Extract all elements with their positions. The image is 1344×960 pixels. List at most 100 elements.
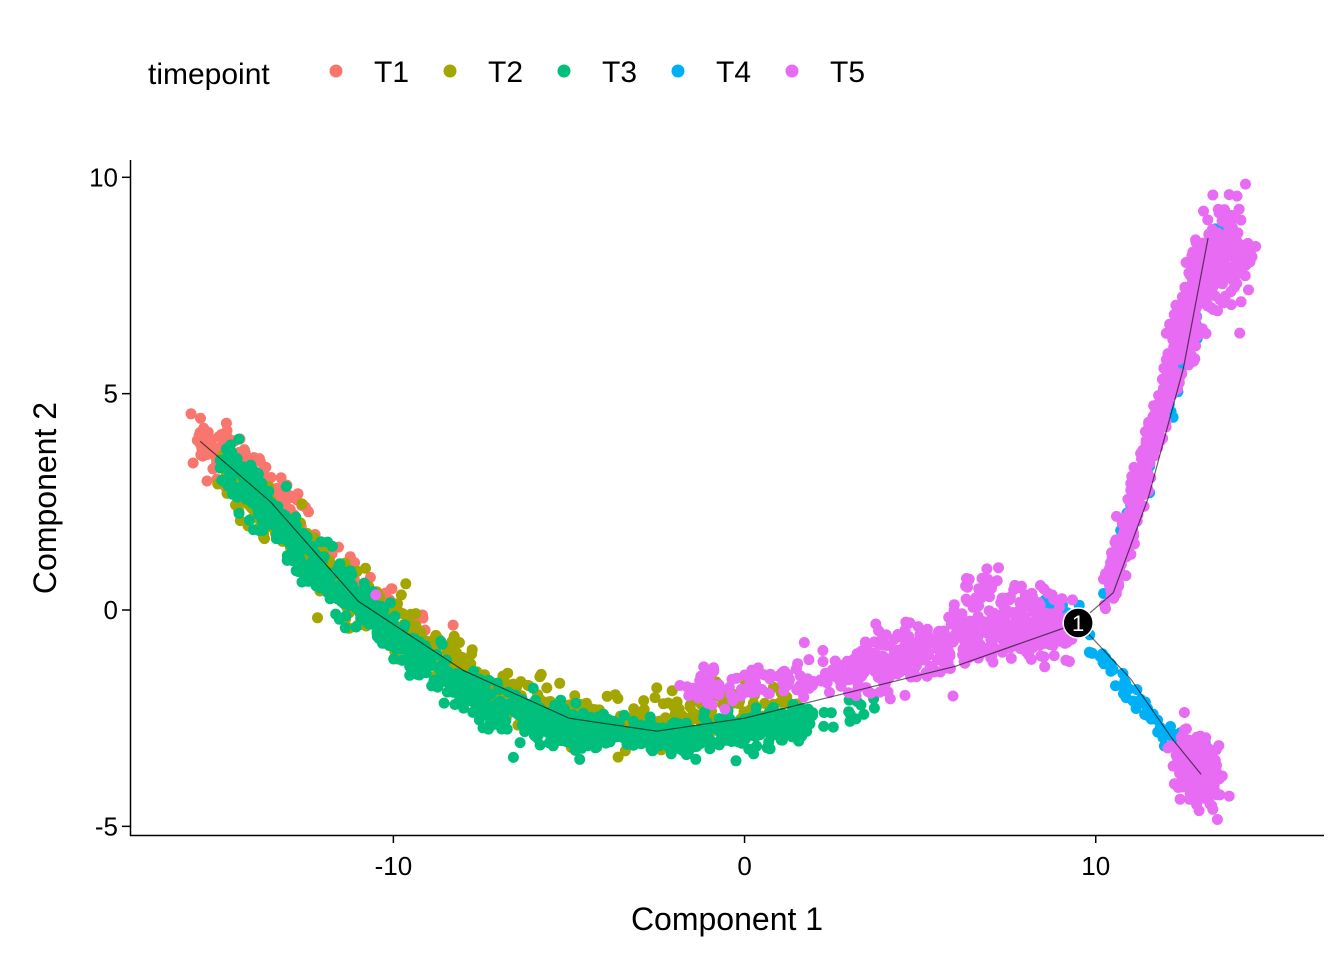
point-t5 <box>878 676 890 688</box>
point-t2 <box>541 682 553 694</box>
point-t5 <box>1233 203 1245 215</box>
point-t3 <box>655 734 667 746</box>
point-t3 <box>233 507 245 519</box>
point-t3 <box>307 574 319 586</box>
point-t5 <box>1049 614 1061 626</box>
point-t3 <box>618 709 630 721</box>
point-t5 <box>1215 276 1227 287</box>
point-t3 <box>763 736 775 748</box>
point-t5 <box>1067 594 1078 606</box>
point-t5 <box>1143 419 1155 430</box>
point-t5 <box>817 656 829 667</box>
point-t5 <box>1190 234 1202 246</box>
point-t5 <box>1188 355 1200 367</box>
point-t3 <box>807 707 819 719</box>
point-t2 <box>448 630 460 642</box>
point-t3 <box>377 630 389 642</box>
point-t5 <box>1232 267 1244 279</box>
x-tick-label: 10 <box>1081 851 1110 881</box>
point-t3 <box>305 560 317 572</box>
point-t3 <box>498 713 510 725</box>
point-t5 <box>1186 308 1198 320</box>
point-t5 <box>1235 296 1247 308</box>
point-t5 <box>1135 484 1146 495</box>
point-t5 <box>703 690 715 702</box>
point-t3 <box>599 731 611 743</box>
point-t5 <box>1224 231 1236 242</box>
point-t3 <box>263 515 275 527</box>
legend-label-t4: T4 <box>716 56 751 89</box>
point-t3 <box>410 657 422 669</box>
point-t5 <box>1182 739 1194 751</box>
point-t5 <box>752 662 764 674</box>
point-t5 <box>1035 650 1047 662</box>
x-tick-label: 0 <box>737 851 751 881</box>
point-t5 <box>996 646 1008 658</box>
x-tick-label: -10 <box>375 851 413 881</box>
point-t5 <box>1205 302 1217 314</box>
point-t3 <box>396 654 408 666</box>
point-t5 <box>1240 178 1251 190</box>
point-t3 <box>322 587 333 598</box>
point-t3 <box>339 622 351 634</box>
trajectory-line <box>199 440 1079 732</box>
point-t3 <box>780 720 792 732</box>
point-t1 <box>198 422 210 434</box>
point-t5 <box>1001 605 1013 617</box>
point-t3 <box>527 682 539 694</box>
point-t5 <box>1138 500 1150 512</box>
point-t5 <box>1202 255 1214 267</box>
point-t5 <box>988 607 1000 619</box>
point-t3 <box>545 729 557 741</box>
point-t5 <box>776 667 788 679</box>
point-t5 <box>916 638 928 650</box>
point-t5 <box>909 659 921 671</box>
point-t3 <box>248 524 259 536</box>
point-t3 <box>407 634 419 645</box>
point-t5 <box>891 668 903 680</box>
point-t3 <box>346 569 358 580</box>
point-t5 <box>794 680 806 692</box>
point-t4 <box>1110 680 1121 692</box>
point-t5 <box>1025 653 1037 665</box>
point-t5 <box>1158 415 1170 427</box>
point-t5 <box>763 688 775 700</box>
point-t5 <box>996 592 1008 604</box>
ticks: -10 0 10 -5 0 5 10 <box>89 162 1110 881</box>
point-t3 <box>566 724 578 736</box>
point-t2 <box>405 608 417 620</box>
legend-key-t1 <box>329 64 343 78</box>
point-t2 <box>638 703 650 715</box>
trajectory-line <box>1077 622 1202 775</box>
point-t5 <box>1053 601 1065 613</box>
point-t5 <box>1211 814 1223 825</box>
point-t5 <box>958 632 970 644</box>
point-t3 <box>691 740 703 752</box>
point-t2 <box>666 685 678 697</box>
point-t5 <box>993 562 1004 574</box>
point-t5 <box>1194 731 1206 742</box>
trajectory-layer: 1 <box>199 237 1209 775</box>
legend-title: timepoint <box>148 58 270 91</box>
point-t5 <box>1007 635 1019 647</box>
point-t2 <box>609 689 621 701</box>
point-t5 <box>708 662 720 674</box>
point-t3 <box>236 468 248 480</box>
point-t5 <box>1188 293 1200 305</box>
point-t5 <box>1126 499 1138 511</box>
point-t5 <box>899 689 911 701</box>
point-t5 <box>688 682 699 694</box>
point-t5 <box>1008 584 1020 596</box>
point-t5 <box>1184 767 1196 779</box>
point-t3 <box>713 736 724 748</box>
point-t3 <box>334 558 346 570</box>
point-t5 <box>370 589 382 601</box>
point-t3 <box>570 697 582 709</box>
point-t1 <box>253 453 265 465</box>
point-t5 <box>905 670 917 682</box>
point-t3 <box>450 683 461 695</box>
point-t5 <box>980 644 992 655</box>
point-t2 <box>395 589 407 601</box>
point-t1 <box>195 449 207 461</box>
point-t5 <box>981 563 993 575</box>
